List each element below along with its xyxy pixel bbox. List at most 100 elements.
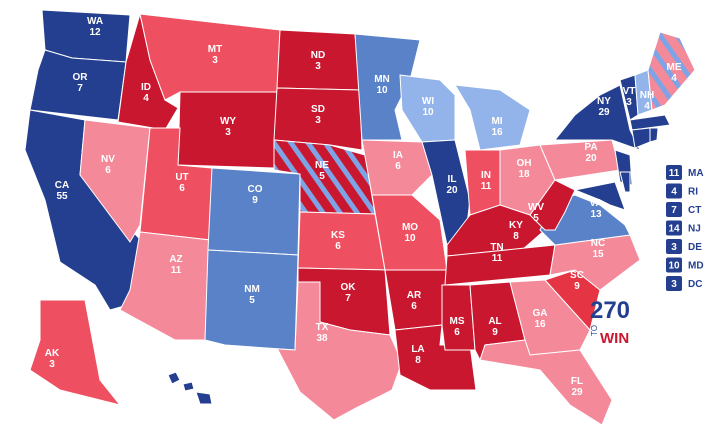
state-votes: 16 [491, 127, 503, 138]
small-state-votes: 4 [671, 187, 677, 198]
state-abbr: MS [450, 316, 465, 327]
state-votes: 6 [454, 327, 460, 338]
state-abbr: HI [185, 402, 195, 413]
state-abbr: ND [311, 50, 325, 61]
state-shape [371, 194, 448, 271]
state-abbr: OK [341, 282, 357, 293]
state-shape [479, 339, 613, 426]
state-votes: 20 [585, 153, 597, 164]
state-votes: 18 [518, 169, 530, 180]
state-abbr: WV [528, 202, 544, 213]
state-votes: 11 [492, 253, 503, 264]
state-abbr: MT [208, 44, 222, 55]
state-abbr: AR [407, 290, 422, 301]
small-state-abbr: DC [688, 279, 702, 290]
small-state-abbr: MD [688, 261, 704, 272]
logo-number: 270 [590, 297, 630, 324]
state-abbr: OR [73, 72, 89, 83]
small-state-votes: 14 [668, 224, 680, 235]
state-abbr: FL [571, 376, 583, 387]
state-abbr: WY [220, 116, 236, 127]
state-votes: 8 [513, 231, 519, 242]
vote-box [666, 183, 682, 199]
state-shape [167, 371, 181, 385]
state-abbr: NM [244, 284, 260, 295]
state-abbr: UT [175, 172, 188, 183]
state-votes: 3 [315, 61, 321, 72]
state-shape [553, 84, 642, 151]
state-abbr: IN [481, 170, 491, 181]
state-votes: 9 [574, 281, 580, 292]
state-votes: 55 [56, 191, 68, 202]
state-shape [647, 31, 696, 111]
state-abbr: PA [584, 142, 597, 153]
state-abbr: VA [589, 198, 602, 209]
state-abbr: MI [491, 116, 502, 127]
small-state-abbr: NJ [688, 224, 701, 235]
state-shape [139, 13, 281, 101]
small-state-votes: 3 [671, 242, 677, 253]
state-abbr: MN [374, 74, 390, 85]
state-votes: 7 [77, 83, 83, 94]
state-votes: 38 [316, 333, 328, 344]
state-shape [361, 139, 433, 196]
state-abbr: NH [640, 90, 654, 101]
state-votes: 9 [252, 195, 258, 206]
state-votes: 6 [395, 161, 401, 172]
state-shape [394, 324, 477, 391]
state-votes: 29 [571, 387, 583, 398]
state-abbr: WI [422, 96, 434, 107]
state-votes: 15 [592, 249, 604, 260]
vote-box [666, 165, 682, 180]
state-shape [441, 284, 476, 351]
state-votes: 10 [422, 107, 434, 118]
vote-box [666, 257, 682, 273]
state-abbr: CA [55, 180, 69, 191]
state-abbr: IL [448, 174, 457, 185]
state-votes: 11 [171, 265, 182, 276]
state-abbr: NV [101, 154, 115, 165]
state-shape [649, 127, 659, 143]
state-votes: 3 [49, 359, 55, 370]
state-shape [297, 211, 386, 271]
state-votes: 3 [315, 115, 321, 126]
state-votes: 6 [179, 183, 185, 194]
logo-win: WIN [600, 330, 629, 347]
small-state-votes: 7 [671, 205, 677, 216]
state-votes: 3 [212, 55, 218, 66]
state-abbr: KS [331, 230, 345, 241]
small-state-abbr: RI [688, 187, 698, 198]
vote-box [666, 276, 682, 291]
state-abbr: WA [87, 16, 103, 27]
state-shape [29, 299, 122, 406]
state-abbr: KY [509, 220, 523, 231]
state-abbr: LA [411, 344, 424, 355]
state-votes: 6 [105, 165, 111, 176]
state-votes: 10 [404, 233, 416, 244]
state-shape [631, 127, 651, 149]
state-votes: 10 [376, 85, 388, 96]
vote-box [666, 202, 682, 217]
state-votes: 5 [249, 295, 255, 306]
state-shape [454, 84, 531, 151]
state-abbr: TN [490, 242, 503, 253]
state-shape [207, 167, 301, 256]
small-state-abbr: CT [688, 205, 701, 216]
state-votes: 5 [533, 213, 539, 224]
state-shape [629, 114, 671, 131]
state-shape [195, 391, 213, 405]
state-votes: 6 [335, 241, 341, 252]
state-votes: 3 [626, 97, 632, 108]
state-abbr: SD [311, 104, 325, 115]
state-votes: 16 [534, 319, 546, 330]
state-votes: 12 [89, 27, 101, 38]
state-abbr: VT [623, 86, 636, 97]
state-shape [539, 139, 621, 181]
small-state-abbr: MA [688, 168, 704, 179]
state-abbr: AK [45, 348, 60, 359]
state-abbr: CO [248, 184, 263, 195]
vote-box [666, 220, 682, 236]
state-shape [573, 181, 626, 211]
state-shape [273, 87, 363, 151]
